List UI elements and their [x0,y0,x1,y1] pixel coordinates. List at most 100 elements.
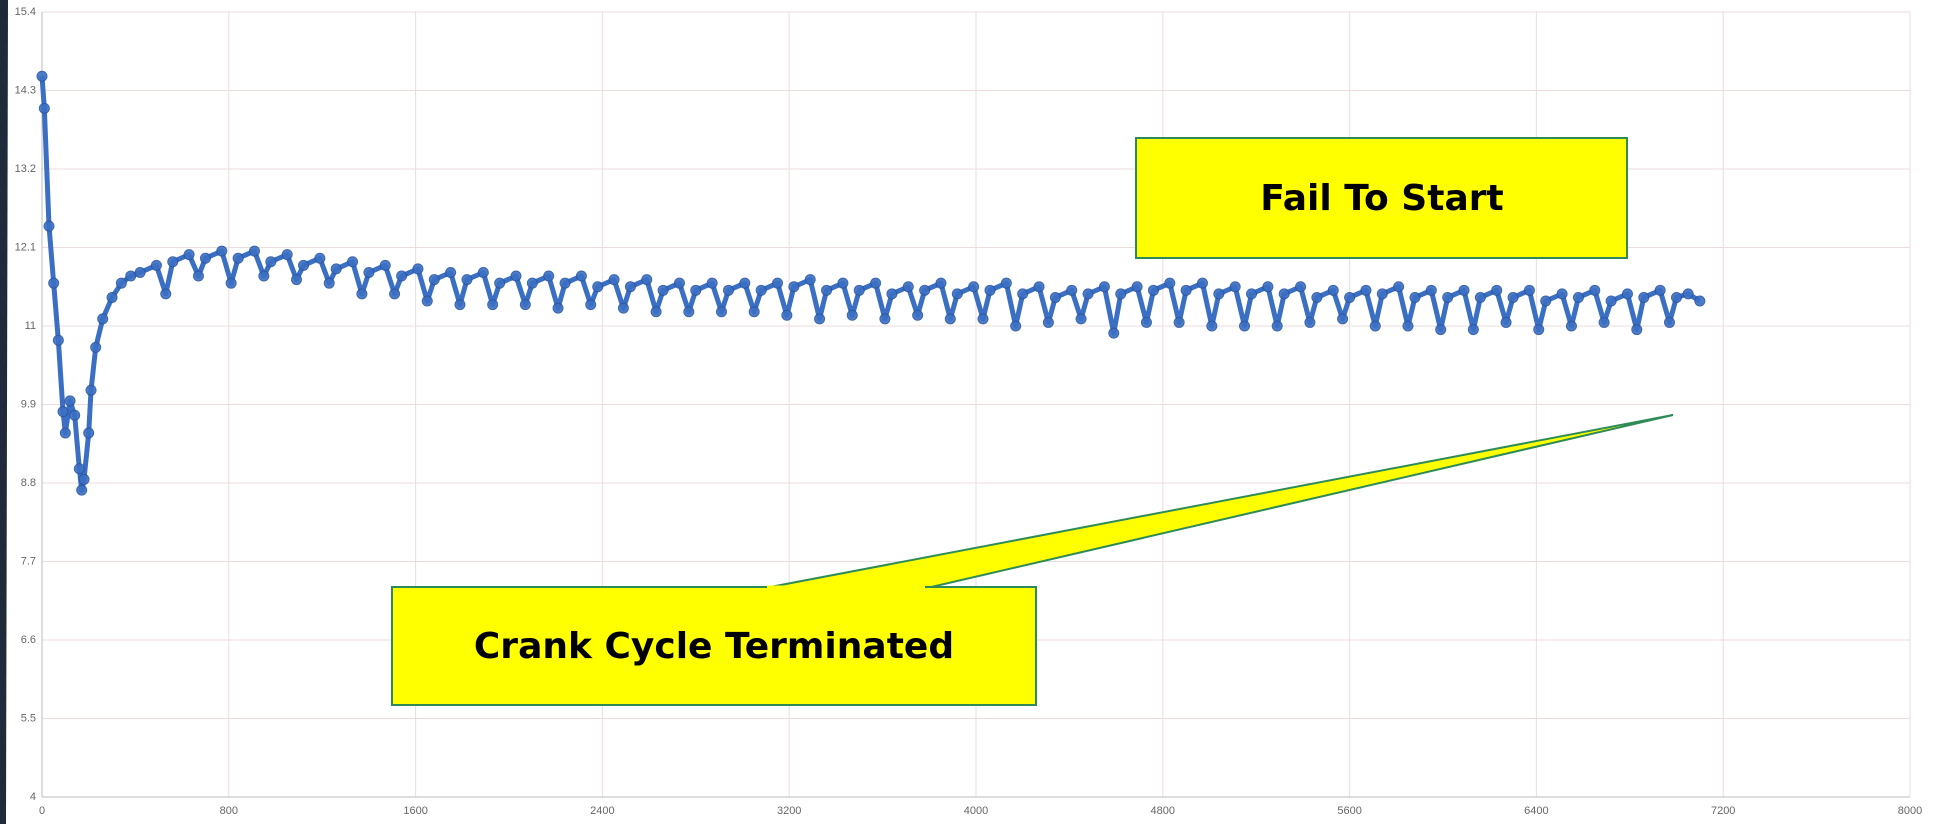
data-point [291,274,303,286]
data-point [36,70,48,82]
data-point [216,245,228,257]
data-point [902,281,914,293]
data-point [1108,327,1120,339]
x-tick-label: 6400 [1524,805,1548,817]
x-tick-label: 5600 [1337,805,1361,817]
data-point [788,281,800,293]
data-point [73,463,85,475]
data-point [1239,320,1251,332]
data-point [617,302,629,314]
data-point [846,309,858,321]
y-tick-label: 12.1 [15,241,36,253]
y-tick-label: 9.9 [21,398,36,410]
data-point [1360,284,1372,296]
data-point [389,288,401,300]
data-point [772,277,784,289]
data-point [1589,284,1601,296]
data-point [1042,316,1054,328]
data-point [1075,313,1087,325]
data-point [106,291,118,303]
data-point [76,484,88,496]
data-point [298,259,310,271]
x-tick-label: 1600 [403,805,427,817]
data-point [1402,320,1414,332]
data-point [1213,288,1225,300]
x-tick-label: 0 [39,805,45,817]
data-point [1173,316,1185,328]
data-point [1206,320,1218,332]
data-point [1491,284,1503,296]
data-point [1682,288,1694,300]
data-point [192,270,204,282]
data-point [837,277,849,289]
data-point [977,313,989,325]
data-point [870,277,882,289]
data-point [1229,281,1241,293]
data-point [1140,316,1152,328]
data-point [69,409,81,421]
y-tick-label: 15.4 [15,6,36,18]
data-point [1442,291,1454,303]
data-point [739,277,751,289]
data-point [1262,281,1274,293]
data-point [265,256,277,268]
data-point [57,406,69,418]
annotation: Crank Cycle Terminated [474,626,954,667]
data-point [1327,284,1339,296]
data-point [1572,291,1584,303]
data-point [715,306,727,318]
data-point [1066,284,1078,296]
data-point [1467,324,1479,336]
data-point [412,263,424,275]
data-point [1033,281,1045,293]
data-point [624,281,636,293]
annotation-box [391,586,1037,706]
y-tick-label: 4 [30,791,36,803]
data-point [592,281,604,293]
data-point [853,284,865,296]
x-tick-label: 800 [220,805,238,817]
data-point [38,102,50,114]
data-point [683,306,695,318]
data-point [575,270,587,282]
x-tick-label: 2400 [590,805,614,817]
data-point [494,277,506,289]
data-point [886,288,898,300]
data-point [919,284,931,296]
data-point [1098,281,1110,293]
data-point [1376,288,1388,300]
y-tick-label: 13.2 [15,163,36,175]
x-tick-label: 3200 [777,805,801,817]
data-point [1393,281,1405,293]
data-point [1654,284,1666,296]
annotations: Fail To Start Crank Cycle Terminated [391,137,1674,706]
data-point [984,284,996,296]
data-point [1631,324,1643,336]
data-point [1474,291,1486,303]
data-point [1196,277,1208,289]
data-point [1010,320,1022,332]
data-point [804,274,816,286]
data-point [281,249,293,261]
data-point [232,252,244,264]
data-point [421,295,433,307]
annotation: Fail To Start [1260,178,1503,219]
data-point [821,284,833,296]
data-point [814,313,826,325]
data-point [314,252,326,264]
data-point [1523,284,1535,296]
data-point [1507,291,1519,303]
data-point [160,288,172,300]
annotation-box [1135,137,1628,259]
data-point [125,270,137,282]
data-point [1409,291,1421,303]
data-point [1500,316,1512,328]
data-point [1533,324,1545,336]
data-point [134,266,146,278]
data-point [1425,284,1437,296]
data-point [1131,281,1143,293]
data-point [968,281,980,293]
data-point [1556,288,1568,300]
data-point [1115,288,1127,300]
data-point [487,299,499,311]
